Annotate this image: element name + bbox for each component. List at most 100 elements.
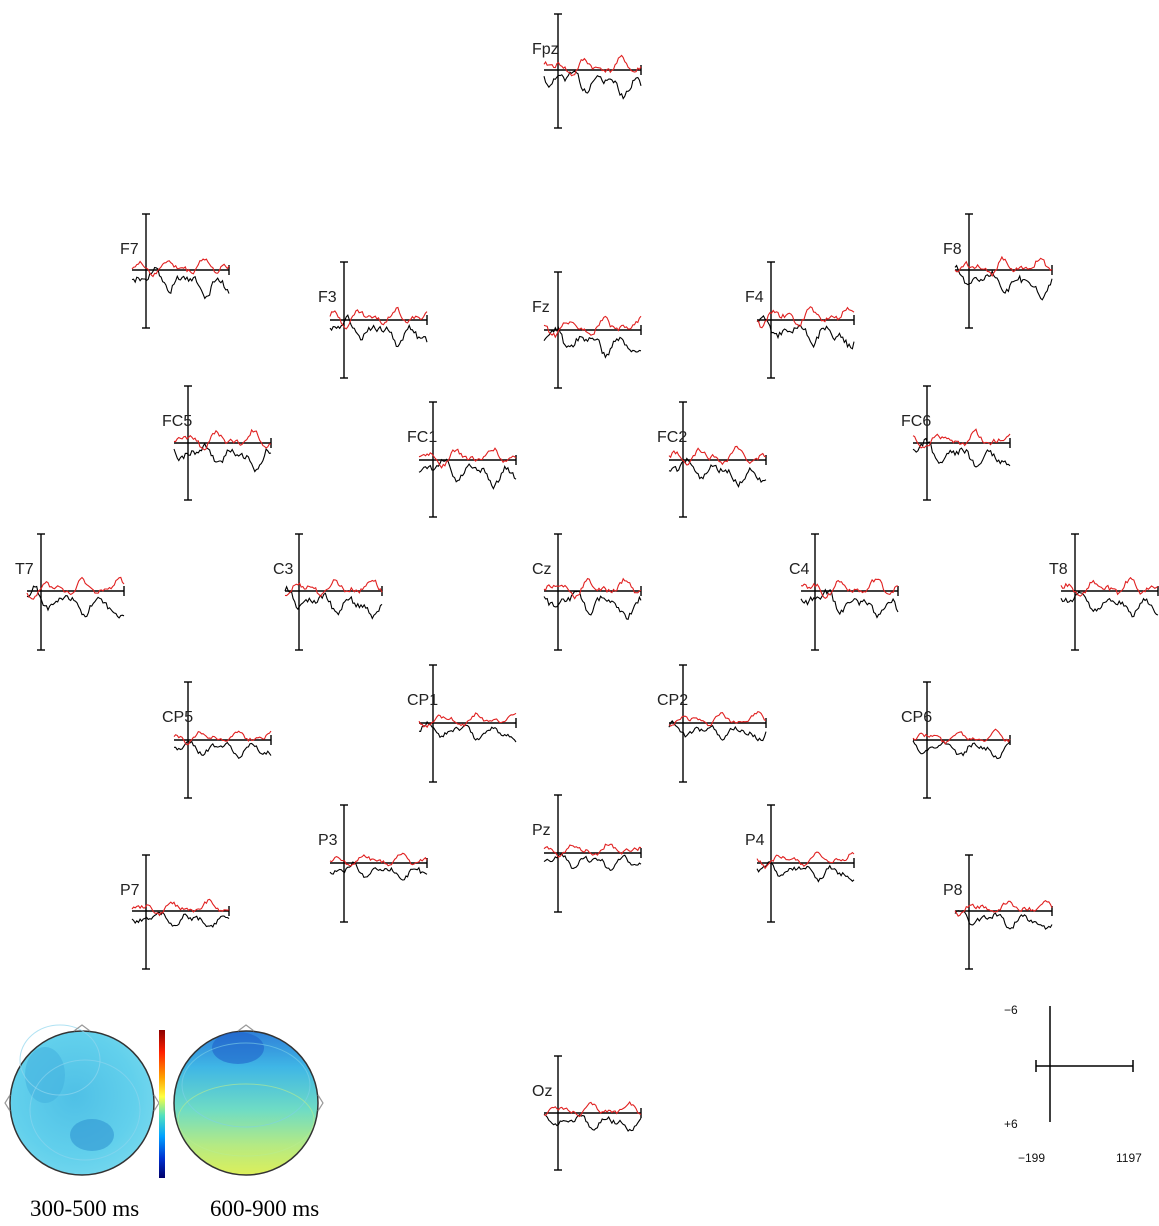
series-condition-2-line	[543, 577, 642, 600]
electrode-label: F4	[745, 289, 764, 306]
series-condition-1-line	[418, 720, 517, 743]
electrode-label: CP1	[407, 692, 438, 709]
electrode-label: F7	[120, 241, 139, 258]
series-condition-1-line	[543, 326, 642, 359]
series-condition-2-line	[912, 428, 1011, 449]
series-condition-1-line	[543, 590, 642, 620]
electrode-plot-fz: Fz	[532, 271, 642, 389]
electrode-plot-c3: C3	[273, 533, 383, 651]
series-condition-2-line	[329, 852, 428, 867]
electrode-plot-f8: F8	[943, 213, 1053, 329]
scale-y-top-label: −6	[1004, 1003, 1018, 1017]
series-condition-1-line	[800, 588, 899, 619]
electrode-plot-cp1: CP1	[407, 664, 517, 783]
scale-legend: −6 +6 −199 1197	[1004, 1003, 1142, 1165]
electrode-plot-cz: Cz	[532, 533, 642, 651]
series-condition-2-line	[131, 898, 230, 917]
electrode-plot-c4: C4	[789, 533, 899, 651]
series-condition-1-line	[543, 1113, 642, 1132]
series-condition-2-line	[756, 306, 855, 329]
electrode-label: Oz	[532, 1083, 552, 1100]
series-condition-2-line	[800, 578, 898, 599]
electrode-label: Pz	[532, 822, 551, 839]
series-condition-1-line	[912, 437, 1011, 468]
series-condition-1-line	[329, 314, 428, 348]
series-condition-2-line	[668, 710, 767, 727]
electrode-plot-cp6: CP6	[901, 681, 1011, 799]
series-condition-2-line	[756, 851, 855, 870]
electrode-plot-t7: T7	[15, 533, 125, 651]
electrode-plots: Fpz F7 F3 Fz F4 F8 FC5 FC1 FC2 FC6 T7 C3 Cz C4 T8 CP5 CP…	[15, 13, 1159, 1171]
electrode-plot-oz: Oz	[532, 1055, 642, 1171]
series-condition-2-line	[912, 728, 1011, 745]
color-scale-bar	[159, 1030, 165, 1178]
electrode-plot-fc5: FC5	[162, 385, 272, 501]
electrode-label: F8	[943, 241, 962, 258]
series-condition-2-line	[543, 54, 642, 77]
electrode-label: FC5	[162, 413, 192, 430]
electrode-plot-f7: F7	[120, 213, 230, 329]
electrode-label: T8	[1049, 561, 1068, 578]
electrode-plot-f4: F4	[745, 261, 855, 379]
electrode-label: C4	[789, 561, 810, 578]
electrode-label: CP2	[657, 692, 688, 709]
series-condition-1-line	[756, 314, 855, 350]
series-condition-1-line	[543, 70, 642, 100]
series-condition-2-line	[668, 445, 767, 466]
series-condition-2-line	[954, 900, 1053, 917]
electrode-plot-fpz: Fpz	[532, 13, 642, 129]
series-condition-2-line	[543, 315, 642, 339]
electrode-plot-p8: P8	[943, 854, 1053, 970]
electrode-label: Fpz	[532, 41, 559, 58]
electrode-plot-pz: Pz	[532, 794, 642, 913]
series-condition-2-line	[173, 730, 272, 746]
electrode-plot-p3: P3	[318, 804, 428, 923]
series-condition-2-line	[543, 843, 642, 858]
series-condition-1-line	[131, 266, 230, 300]
electrode-label: Fz	[532, 299, 550, 316]
topomap-600-900	[173, 1024, 324, 1176]
electrode-plot-fc2: FC2	[657, 401, 767, 518]
series-condition-1-line	[756, 861, 855, 883]
electrode-plot-fc1: FC1	[407, 401, 517, 518]
topomap-caption-2: 600-900 ms	[210, 1196, 320, 1221]
series-condition-2-line	[543, 1100, 642, 1118]
electrode-label: FC6	[901, 413, 931, 430]
series-condition-2-line	[329, 306, 428, 330]
electrode-plot-p7: P7	[120, 854, 230, 970]
electrode-label: P8	[943, 882, 963, 899]
scale-x-max-label: 1197	[1116, 1151, 1142, 1165]
series-condition-2-line	[173, 428, 271, 451]
series-condition-2-line	[26, 576, 125, 600]
electrode-label: FC2	[657, 429, 687, 446]
electrode-label: P4	[745, 832, 765, 849]
scale-y-bottom-label: +6	[1004, 1117, 1018, 1131]
electrode-label: C3	[273, 561, 294, 578]
electrode-label: P7	[120, 882, 140, 899]
series-condition-1-line	[174, 740, 272, 760]
series-condition-1-line	[173, 442, 272, 473]
electrode-label: CP6	[901, 709, 932, 726]
series-condition-1-line	[543, 852, 642, 872]
electrode-plot-cp5: CP5	[162, 681, 272, 799]
series-condition-1-line	[954, 910, 1053, 930]
electrode-plot-fc6: FC6	[901, 385, 1011, 501]
series-condition-1-line	[329, 861, 428, 881]
electrode-plot-p4: P4	[745, 804, 855, 923]
series-condition-1-line	[26, 585, 125, 619]
topomap-caption-1: 300-500 ms	[30, 1196, 140, 1221]
electrode-label: CP5	[162, 709, 193, 726]
series-condition-2-line	[1060, 576, 1159, 597]
electrode-label: T7	[15, 561, 34, 578]
series-condition-2-line	[954, 255, 1053, 277]
series-condition-1-line	[668, 720, 767, 742]
electrode-label: F3	[318, 289, 337, 306]
electrode-label: Cz	[532, 561, 552, 578]
series-condition-1-line	[131, 911, 230, 928]
series-condition-1-line	[954, 264, 1053, 301]
series-condition-2-line	[284, 579, 383, 598]
electrode-label: P3	[318, 832, 338, 849]
topomap-300-500	[4, 1024, 160, 1176]
scale-x-min-label: −199	[1018, 1151, 1045, 1165]
